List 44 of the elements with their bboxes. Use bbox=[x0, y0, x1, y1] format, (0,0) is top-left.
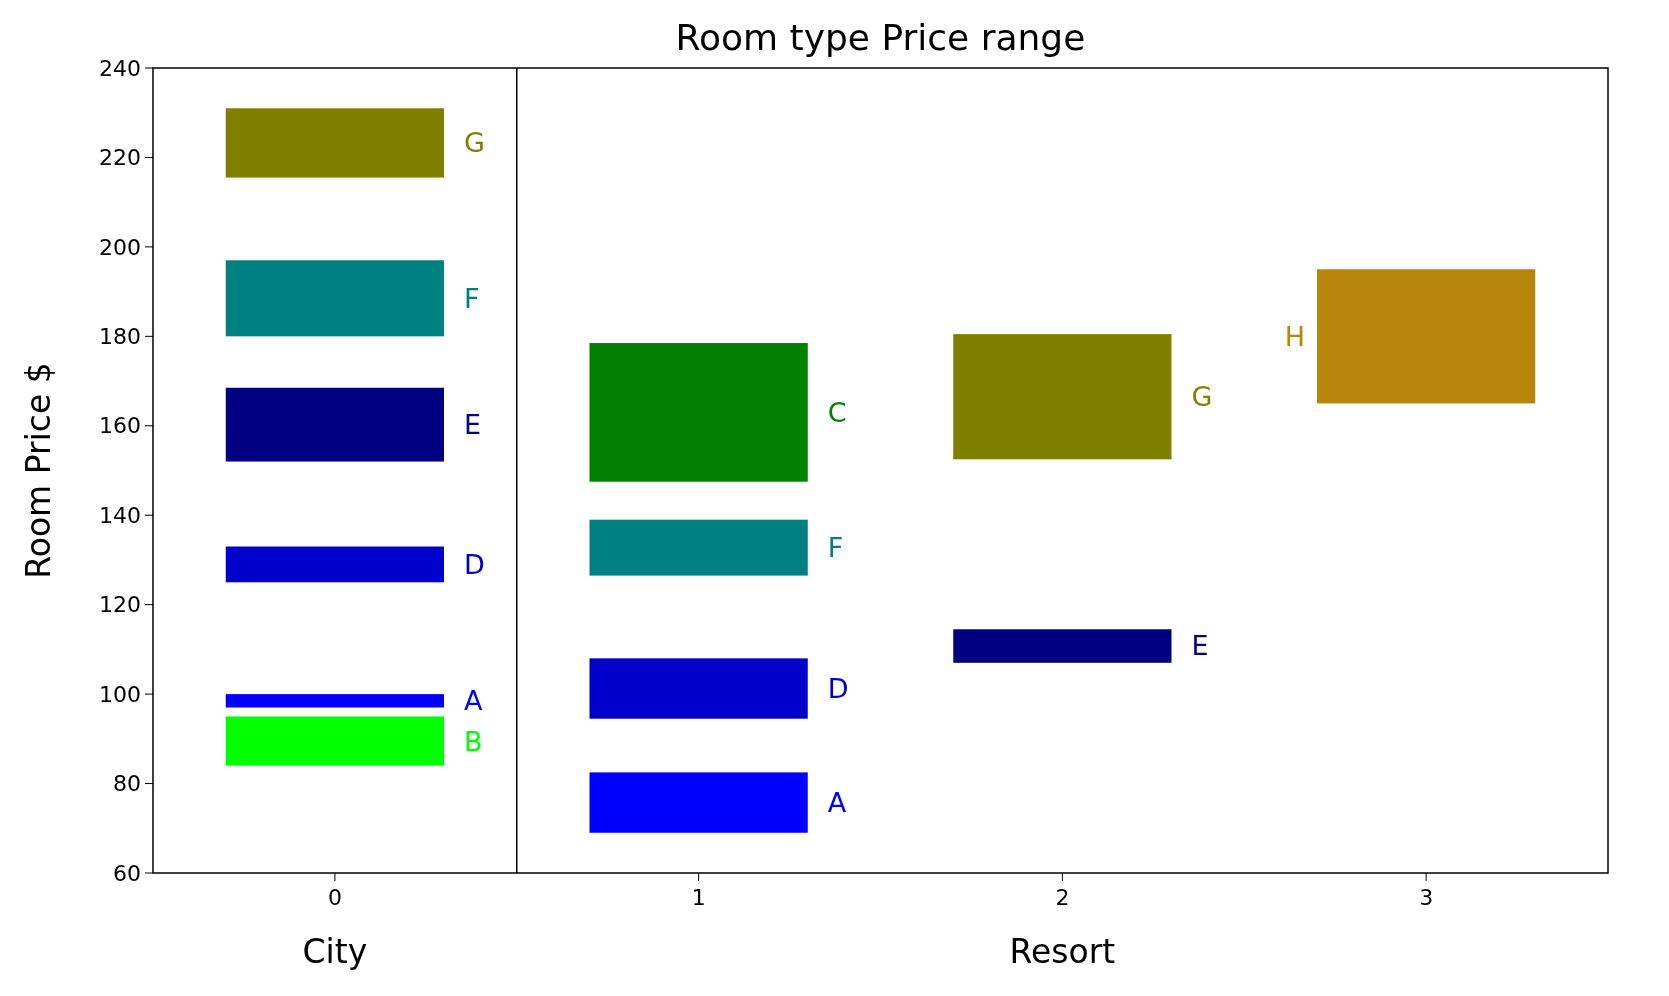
text: E bbox=[1191, 630, 1209, 662]
x-tick-label: 3 bbox=[1419, 885, 1434, 910]
bar bbox=[225, 546, 444, 583]
text: D bbox=[827, 672, 849, 704]
series-label: A bbox=[464, 685, 483, 717]
text: A bbox=[827, 787, 847, 819]
y-tick-label: 240 bbox=[99, 55, 141, 81]
y-tick-label: 220 bbox=[99, 145, 141, 171]
y-tick-label: 180 bbox=[99, 324, 141, 350]
series-label: E bbox=[464, 409, 482, 441]
bar bbox=[225, 716, 444, 766]
bar bbox=[953, 629, 1172, 663]
y-tick-label: 160 bbox=[99, 413, 141, 439]
series-label: C bbox=[827, 396, 847, 428]
bar bbox=[225, 387, 444, 462]
y-tick-label: 140 bbox=[99, 502, 141, 528]
y-axis-title: Room Price $ bbox=[19, 362, 58, 579]
y-tick-label: 80 bbox=[113, 771, 141, 797]
text: City bbox=[302, 932, 368, 971]
bar bbox=[589, 519, 808, 576]
series-label: G bbox=[464, 127, 485, 159]
bar bbox=[589, 658, 808, 719]
bar bbox=[589, 343, 808, 482]
x-tick-label: 1 bbox=[691, 885, 706, 910]
bar bbox=[953, 334, 1172, 460]
y-tick-label: 120 bbox=[99, 592, 141, 618]
bar bbox=[1317, 269, 1536, 404]
series-label: D bbox=[464, 548, 485, 580]
bar bbox=[225, 694, 444, 708]
chart-title: Room type Price range bbox=[675, 17, 1086, 58]
text: Resort bbox=[1009, 932, 1116, 971]
y-tick-label: 100 bbox=[99, 681, 141, 707]
y-tick-label: 60 bbox=[113, 860, 141, 886]
series-label: B bbox=[464, 725, 483, 757]
bar bbox=[225, 260, 444, 337]
series-label: H bbox=[1284, 320, 1305, 352]
series-label: F bbox=[464, 282, 480, 314]
bar bbox=[225, 108, 444, 178]
text: G bbox=[1191, 381, 1213, 413]
x-tick-label: 2 bbox=[1055, 885, 1070, 910]
text: F bbox=[827, 532, 844, 564]
y-tick-label: 200 bbox=[99, 234, 141, 260]
bar bbox=[589, 772, 808, 833]
x-tick-label: 0 bbox=[327, 885, 342, 910]
